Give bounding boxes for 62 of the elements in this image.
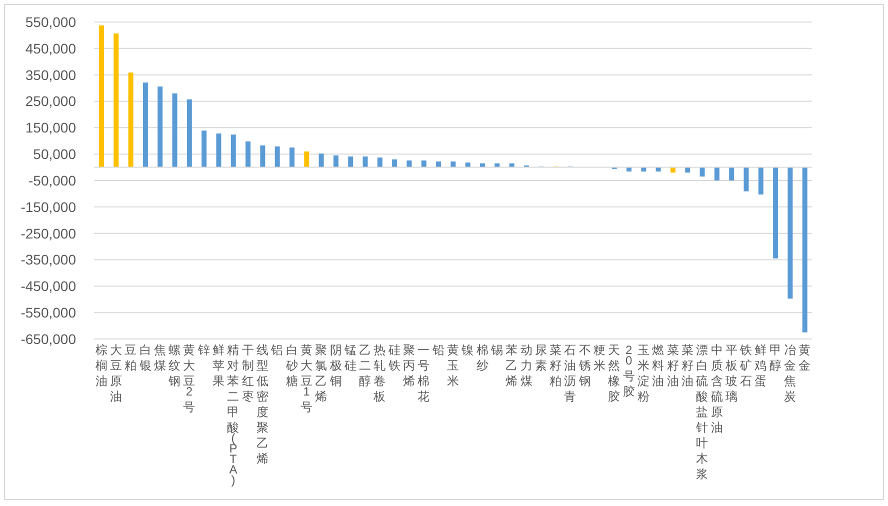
y-tick-label: 250,000	[25, 93, 76, 110]
x-tick-label: 菜籽油	[666, 343, 679, 388]
x-tick-label: 20号胶	[622, 343, 635, 398]
y-tick-label: 550,000	[25, 14, 76, 30]
x-tick-label: 铁矿石	[739, 343, 752, 388]
x-tick-label: 锰硅	[343, 343, 356, 372]
x-tick-label: 平板玻璃	[724, 343, 738, 404]
x-tick-label: 燃料油	[652, 343, 664, 388]
x-tick-label: 黄金	[798, 343, 811, 372]
x-tick-label: 冶金焦炭	[784, 343, 796, 404]
x-tick-label: 干制红枣	[242, 343, 254, 404]
y-tick-label: 50,000	[33, 146, 76, 162]
category-label: 精对苯二甲酸(PTA)	[227, 343, 240, 487]
x-tick-label: 菜籽粕	[550, 343, 562, 388]
y-tick-label: 150,000	[25, 120, 76, 136]
x-tick-label: 白砂糖	[284, 343, 298, 388]
y-tick-label: -50,000	[28, 172, 76, 188]
x-tick-label: 粳米	[594, 343, 606, 372]
x-tick-label: 白银	[138, 343, 152, 372]
y-tick-label: -350,000	[20, 252, 76, 268]
x-tick-label: 中质含硫原油	[710, 343, 723, 434]
y-tick-label: -150,000	[20, 198, 76, 215]
x-tick-label: 菜籽油	[681, 343, 694, 388]
x-tick-label: 动力煤	[520, 343, 532, 388]
x-tick-label: 一号棉花	[418, 343, 430, 404]
y-tick-label: -650,000	[20, 330, 76, 347]
x-tick-label: 甲醇	[769, 343, 782, 372]
y-tick-label: -250,000	[20, 225, 76, 242]
x-tick-label: 鲜苹果	[212, 343, 225, 388]
x-tick-label: 苯乙烯	[506, 343, 518, 388]
x-tick-label: 铝	[270, 343, 284, 357]
x-tick-label: 鲜鸡蛋	[754, 343, 767, 388]
x-tick-label: 天然橡胶	[608, 343, 620, 404]
x-tick-label: 黄大豆2号	[183, 343, 196, 414]
x-tick-label: 玉米淀粉	[637, 343, 650, 404]
y-tick-label: 350,000	[25, 66, 76, 83]
x-tick-label: 棉纱	[476, 343, 488, 372]
x-tick-label: 聚丙烯	[403, 343, 416, 388]
x-tick-label: 石油沥青	[564, 343, 576, 404]
x-tick-label: 螺纹钢	[168, 343, 181, 388]
x-tick-label: 焦煤	[154, 343, 166, 372]
x-tick-label: 大豆原油	[110, 343, 122, 404]
category-label: 漂白硫酸盐针叶木浆	[696, 343, 708, 481]
x-tick-label: 棕榈油	[95, 343, 108, 388]
x-tick-label: 黄大豆1号	[300, 343, 312, 414]
x-tick-label: 线型低密度聚乙烯	[256, 343, 269, 466]
x-tick-label: 硅铁	[387, 343, 400, 372]
x-tick-label: 聚氯乙烯	[315, 343, 328, 404]
y-tick-label: -550,000	[20, 304, 76, 321]
x-tick-label: 锡	[490, 343, 503, 357]
x-tick-label: 铅	[431, 343, 444, 357]
x-tick-label: 热轧卷板	[372, 343, 386, 404]
x-tick-label: 豆粕	[124, 343, 137, 372]
y-tick-label: -450,000	[20, 278, 76, 294]
x-tick-label: 乙二醇	[359, 343, 372, 388]
x-tick-label: 镍	[460, 343, 474, 357]
x-tick-label: 尿素	[534, 343, 547, 372]
x-tick-label: 黄玉米	[447, 343, 459, 388]
x-tick-label: 阴极铜	[328, 343, 342, 388]
y-tick-label: 450,000	[25, 40, 76, 56]
x-tick-label: 不锈钢	[578, 343, 591, 388]
x-tick-label: 锌	[196, 343, 210, 357]
